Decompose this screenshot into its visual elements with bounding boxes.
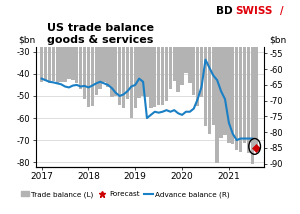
Bar	[126, 47, 129, 100]
Bar	[110, 47, 114, 97]
Bar	[141, 47, 145, 96]
Bar	[130, 47, 133, 118]
Bar	[67, 47, 70, 79]
Bar	[180, 47, 184, 85]
Bar	[176, 47, 180, 92]
Bar	[145, 47, 149, 97]
Bar	[40, 47, 43, 82]
Bar	[71, 47, 74, 80]
Bar	[212, 47, 215, 125]
Bar	[153, 47, 157, 107]
Bar	[250, 47, 254, 165]
Bar	[200, 47, 203, 97]
Bar	[63, 47, 67, 82]
Bar	[161, 47, 164, 105]
Text: /: /	[280, 6, 284, 16]
Bar	[184, 47, 188, 73]
Bar	[247, 47, 250, 153]
Bar	[137, 47, 141, 98]
Bar	[134, 47, 137, 108]
Bar	[231, 47, 235, 144]
Bar	[79, 47, 82, 89]
Bar	[118, 47, 122, 105]
Text: $bn: $bn	[18, 36, 35, 45]
Bar	[94, 47, 98, 95]
Bar	[243, 47, 246, 143]
Bar	[172, 47, 176, 82]
Bar	[169, 47, 172, 89]
Bar	[52, 47, 55, 82]
Bar	[75, 47, 78, 83]
Bar	[239, 47, 242, 152]
Bar	[204, 47, 207, 126]
Bar	[215, 47, 219, 163]
Bar	[59, 47, 63, 82]
Text: $bn: $bn	[270, 36, 287, 45]
Text: SWISS: SWISS	[236, 6, 273, 16]
Bar	[122, 47, 125, 108]
Bar	[102, 47, 106, 82]
Bar	[98, 47, 102, 89]
Bar	[192, 47, 196, 95]
Bar	[219, 47, 223, 138]
Bar	[165, 47, 168, 101]
Legend: Trade balance (L), Forecast, Advance balance (R): Trade balance (L), Forecast, Advance bal…	[18, 188, 232, 201]
Bar	[114, 47, 118, 96]
Bar	[208, 47, 211, 134]
Bar	[87, 47, 90, 107]
Bar	[44, 47, 47, 81]
Bar	[91, 47, 94, 106]
Bar	[254, 47, 258, 148]
Text: BD: BD	[216, 6, 232, 16]
Bar	[235, 47, 238, 150]
Bar	[56, 47, 59, 83]
Bar	[149, 47, 153, 108]
Bar	[106, 47, 110, 87]
Bar	[157, 47, 160, 105]
Bar	[83, 47, 86, 99]
Text: US trade balance
goods & services: US trade balance goods & services	[47, 23, 154, 45]
Bar	[223, 47, 227, 135]
Bar	[188, 47, 192, 83]
Bar	[196, 47, 200, 106]
Bar	[227, 47, 231, 143]
Bar	[48, 47, 51, 83]
